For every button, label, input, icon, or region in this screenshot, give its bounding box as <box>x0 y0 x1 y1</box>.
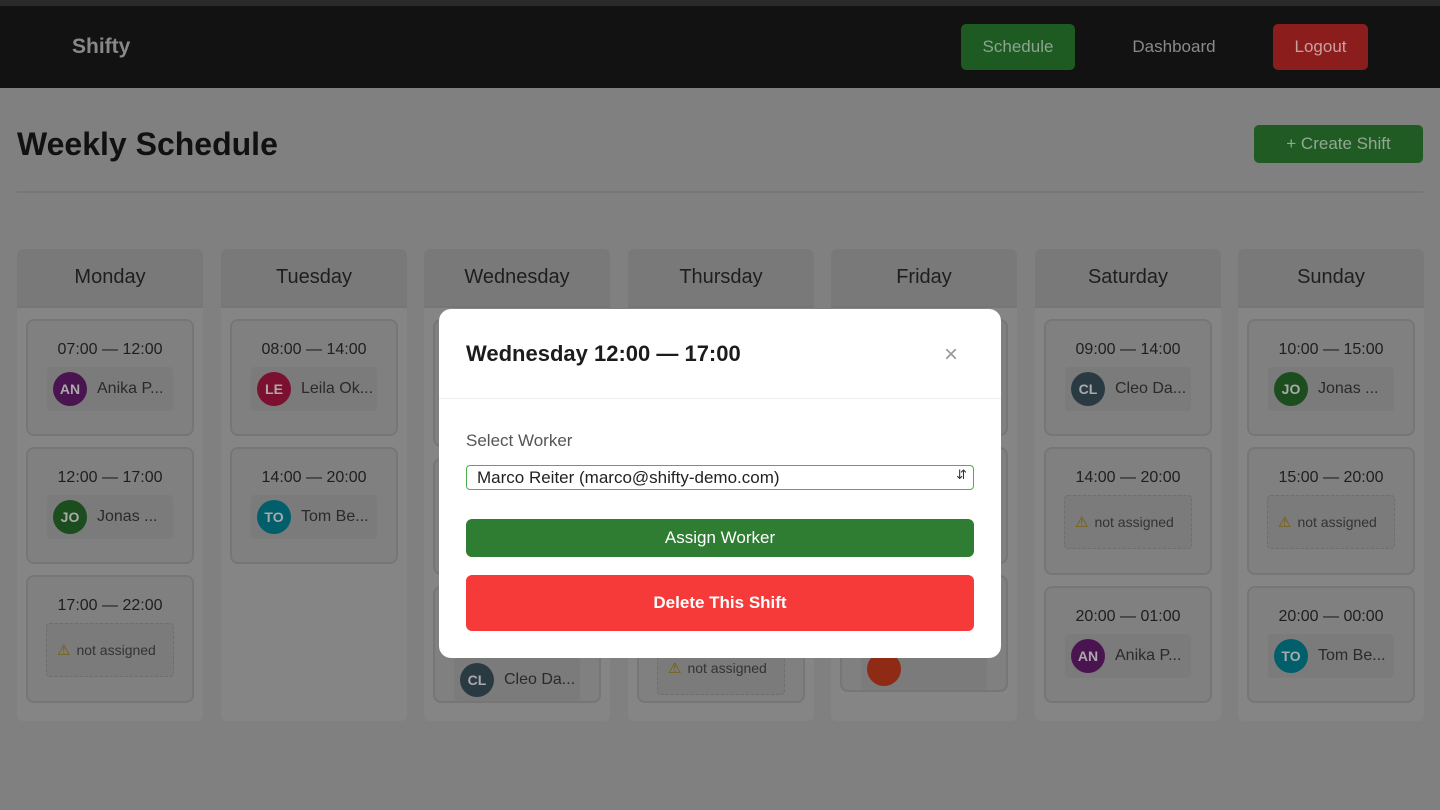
shift-time: 20:00 — 00:00 <box>1278 608 1384 625</box>
shift-time: 17:00 — 22:00 <box>57 597 163 614</box>
shift-card[interactable]: 15:00 — 20:00 ⚠ not assigned <box>1247 447 1415 575</box>
day-header: Friday <box>831 249 1017 308</box>
divider <box>17 191 1423 193</box>
shift-time: 14:00 — 20:00 <box>261 469 367 486</box>
shift-card[interactable]: 14:00 — 20:00 TO Tom Be... <box>230 447 398 564</box>
day-header: Sunday <box>1238 249 1424 308</box>
worker-name: Anika P... <box>1115 647 1182 664</box>
day-column-sunday: Sunday 10:00 — 15:00 JO Jonas ... 15:00 — 20… <box>1238 249 1424 721</box>
day-header: Saturday <box>1035 249 1221 308</box>
nav-dashboard-link[interactable]: Dashboard <box>1132 37 1216 56</box>
modal-divider <box>439 398 1001 399</box>
modal-title: Wednesday 12:00 — 17:00 <box>466 341 741 366</box>
worker-name: Jonas ... <box>1318 380 1379 397</box>
assign-worker-button[interactable]: Assign Worker <box>466 519 974 557</box>
shift-time: 12:00 — 17:00 <box>57 469 163 486</box>
shift-time: 09:00 — 14:00 <box>1075 341 1181 358</box>
unassigned-badge: ⚠ not assigned <box>1267 495 1395 549</box>
worker-select[interactable]: Marco Reiter (marco@shifty-demo.com) ⇵ <box>466 465 974 490</box>
worker-chip: AN Anika P... <box>1065 634 1191 678</box>
updown-chevron-icon: ⇵ <box>956 467 967 482</box>
shift-card[interactable]: 07:00 — 12:00 AN Anika P... <box>26 319 194 436</box>
worker-name: Tom Be... <box>301 508 369 525</box>
shift-time: 10:00 — 15:00 <box>1278 341 1384 358</box>
worker-name: Cleo Da... <box>1115 380 1187 397</box>
shift-modal: Wednesday 12:00 — 17:00 × Select Worker … <box>439 309 1001 658</box>
shift-time: 08:00 — 14:00 <box>261 341 367 358</box>
shift-card[interactable]: 10:00 — 15:00 JO Jonas ... <box>1247 319 1415 436</box>
unassigned-badge: ⚠ not assigned <box>46 623 174 677</box>
day-header: Monday <box>17 249 203 308</box>
avatar: JO <box>1274 372 1308 406</box>
worker-chip: TO Tom Be... <box>1268 634 1394 678</box>
worker-select-value: Marco Reiter (marco@shifty-demo.com) <box>477 467 780 487</box>
unassigned-text: not assigned <box>1297 513 1377 530</box>
shift-card[interactable]: 09:00 — 14:00 CL Cleo Da... <box>1044 319 1212 436</box>
avatar: TO <box>1274 639 1308 673</box>
worker-name: Tom Be... <box>1318 647 1386 664</box>
worker-name: Leila Ok... <box>301 380 374 397</box>
avatar: AN <box>1071 639 1105 673</box>
shift-card[interactable]: 14:00 — 20:00 ⚠ not assigned <box>1044 447 1212 575</box>
day-header: Wednesday <box>424 249 610 308</box>
day-column-saturday: Saturday 09:00 — 14:00 CL Cleo Da... 14:00 —… <box>1035 249 1221 721</box>
select-worker-label: Select Worker <box>466 431 573 450</box>
worker-chip: TO Tom Be... <box>251 495 377 539</box>
logout-button[interactable]: Logout <box>1273 24 1368 70</box>
shift-card[interactable]: 20:00 — 00:00 TO Tom Be... <box>1247 586 1415 703</box>
worker-chip: CL Cleo Da... <box>454 658 580 701</box>
shift-card[interactable]: 20:00 — 01:00 AN Anika P... <box>1044 586 1212 703</box>
brand-logo[interactable]: Shifty <box>72 35 131 58</box>
worker-chip: LE Leila Ok... <box>251 367 377 411</box>
unassigned-text: not assigned <box>687 659 767 676</box>
unassigned-badge: ⚠ not assigned <box>1064 495 1192 549</box>
shift-time: 15:00 — 20:00 <box>1278 469 1384 486</box>
nav-schedule-button[interactable]: Schedule <box>961 24 1075 70</box>
warning-icon: ⚠ <box>57 641 71 659</box>
warning-icon: ⚠ <box>1278 513 1292 531</box>
worker-chip: AN Anika P... <box>47 367 173 411</box>
close-icon[interactable]: × <box>944 341 959 368</box>
warning-icon: ⚠ <box>1075 513 1089 531</box>
avatar: CL <box>460 662 494 697</box>
shift-time: 20:00 — 01:00 <box>1075 608 1181 625</box>
day-column-tuesday: Tuesday 08:00 — 14:00 LE Leila Ok... 14:00 —… <box>221 249 407 721</box>
worker-chip: CL Cleo Da... <box>1065 367 1191 411</box>
avatar: CL <box>1071 372 1105 406</box>
worker-name: Jonas ... <box>97 508 158 525</box>
avatar: JO <box>53 500 87 534</box>
shift-card[interactable]: 17:00 — 22:00 ⚠ not assigned <box>26 575 194 703</box>
shift-card[interactable]: 08:00 — 14:00 LE Leila Ok... <box>230 319 398 436</box>
top-strip <box>0 0 1440 6</box>
create-shift-button[interactable]: + Create Shift <box>1254 125 1423 163</box>
shift-time: 14:00 — 20:00 <box>1075 469 1181 486</box>
navbar: Shifty Schedule Dashboard Logout <box>0 6 1440 88</box>
delete-shift-button[interactable]: Delete This Shift <box>466 575 974 631</box>
day-column-monday: Monday 07:00 — 12:00 AN Anika P... 12:00 — 1… <box>17 249 203 721</box>
shift-time: 07:00 — 12:00 <box>57 341 163 358</box>
worker-chip: JO Jonas ... <box>1268 367 1394 411</box>
avatar: TO <box>257 500 291 534</box>
unassigned-text: not assigned <box>76 641 156 658</box>
avatar: AN <box>53 372 87 406</box>
day-header: Tuesday <box>221 249 407 308</box>
avatar: LE <box>257 372 291 406</box>
worker-name: Cleo Da... <box>504 670 576 688</box>
unassigned-text: not assigned <box>1094 513 1174 530</box>
page-title: Weekly Schedule <box>17 126 278 162</box>
worker-chip: JO Jonas ... <box>47 495 173 539</box>
worker-name: Anika P... <box>97 380 164 397</box>
warning-icon: ⚠ <box>668 659 682 677</box>
shift-card[interactable]: 12:00 — 17:00 JO Jonas ... <box>26 447 194 564</box>
day-header: Thursday <box>628 249 814 308</box>
